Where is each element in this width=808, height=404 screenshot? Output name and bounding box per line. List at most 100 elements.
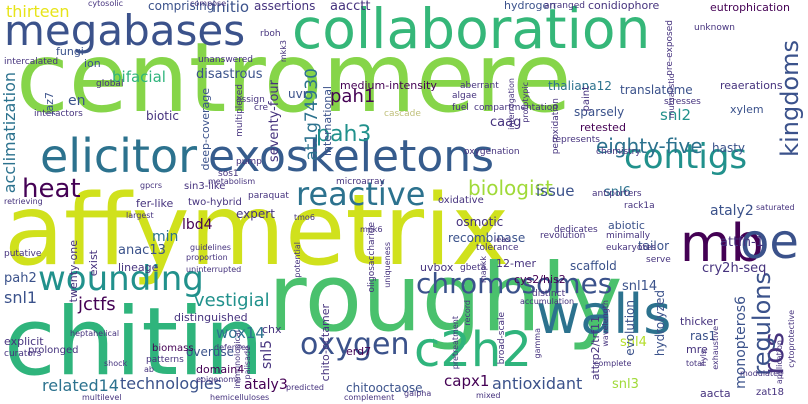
word-vestigial: vestigial [194, 290, 270, 311]
word-uninterrupted: uninterrupted [186, 265, 242, 274]
word-pah1: pah1 [330, 86, 376, 107]
word-guidelines: guidelines [190, 243, 231, 252]
word-record: record [463, 300, 472, 326]
word-ab: ab [144, 365, 154, 374]
word-chromosomes: chromosomes [416, 267, 613, 300]
word-multiplexed: multiplexed [235, 84, 245, 137]
word-peroxidation: peroxidation [551, 98, 561, 155]
word-gamma: gamma [533, 328, 542, 359]
word-cytosolic: cytosolic [88, 0, 124, 8]
word-pah3: pah3 [316, 122, 372, 147]
word-12-mer: 12-mer [496, 257, 536, 270]
word-epigenome: epigenome [196, 375, 241, 384]
word-interactors: interactors [34, 109, 83, 119]
word-accumulation: accumulation [520, 297, 575, 306]
word-aacta: aacta [700, 387, 731, 400]
word-biomass: biomass [152, 343, 194, 354]
word-gpcrs: gpcrs [140, 181, 163, 190]
word-oxidative: oxidative [438, 195, 484, 206]
word-twenty-one: twenty-one [67, 240, 80, 303]
word-assertions: assertions [254, 0, 316, 13]
word-ataly3: ataly3 [244, 377, 288, 393]
word-heptahelical: heptahelical [70, 329, 120, 338]
word-collaboration: collaboration [292, 0, 651, 61]
word-hemicelluloses: hemicelluloses [210, 393, 270, 402]
word-immunological: immunological [233, 330, 242, 389]
word-chito-octamer: chito-octamer [319, 304, 332, 382]
word-predicted: predicted [286, 383, 324, 392]
word-dedicates: dedicates [554, 225, 598, 235]
word-oxygen: oxygen [300, 327, 410, 362]
word-medium-intensity: medium-intensity [340, 79, 437, 92]
word-hasty: hasty [712, 141, 746, 155]
word-snl3: snl3 [612, 377, 639, 392]
word-cascade: cascade [384, 109, 421, 119]
word-uniqueness: uniqueness [383, 242, 392, 288]
word-rboh: rboh [260, 29, 281, 39]
word-disastrous: disastrous [196, 67, 263, 82]
word-cytoprotective: cytoprotective [787, 310, 796, 368]
word-pretreatment: pretreatment [451, 316, 460, 370]
word-bifacial: bifacial [112, 68, 166, 86]
word-contigs: contigs [624, 137, 748, 177]
word-mre: mre [686, 343, 708, 356]
word-total: total [686, 359, 705, 368]
word-chitooctaose: chitooctaose [346, 381, 423, 395]
word-explicit: explicit [4, 335, 44, 348]
word-potential: potential [293, 242, 302, 278]
word-interrogation: interrogation [507, 78, 516, 130]
word-thaliana12: thaliana12 [548, 79, 612, 93]
word-ras1: ras1 [690, 329, 717, 343]
word-exoskeletons: exoskeletons [208, 131, 495, 182]
word-regulons: regulons [748, 272, 776, 376]
word-related14: related14 [42, 376, 119, 395]
word-centromere: centromere [16, 22, 572, 134]
word-minimally: minimally [606, 231, 651, 241]
word-wox14: wox14 [216, 324, 265, 342]
word-cys2-his2: cys2/his2 [514, 273, 566, 286]
word-heat: heat [22, 174, 81, 204]
word-aacctt: aacctt [330, 0, 371, 14]
word-serve: serve [646, 255, 671, 265]
word-erd7: erd7 [346, 345, 372, 358]
word-ataly2: ataly2 [710, 203, 754, 219]
word-defenses: defenses [214, 343, 251, 352]
word-paraquat: paraquat [248, 191, 289, 201]
word-affymetrix: affymetrix [4, 174, 510, 288]
word-global: global [96, 79, 124, 89]
word-tolerance: tolerance [476, 243, 519, 253]
word-min: min [152, 229, 179, 245]
word-c2h2: c2h2 [414, 322, 532, 378]
word-assign: assign [236, 95, 265, 105]
word-osmotic: osmotic [456, 215, 504, 229]
word-largest: largest [126, 211, 154, 220]
word-attrp2-trf11: attrp2/trf11 [589, 316, 602, 381]
word-megabases: megabases [4, 6, 246, 55]
word-unknown: unknown [694, 23, 735, 33]
word-en: en [68, 93, 86, 109]
word-mapkk: mapkk [479, 256, 488, 284]
word-oligosaccharide: oligosaccharide [367, 222, 377, 293]
word-technologies: technologies [120, 374, 222, 393]
word-cry2h-seq: cry2h-seq [702, 261, 767, 276]
word-lbd4: lbd4 [182, 217, 213, 233]
word-mb: mb [680, 214, 764, 274]
word-mutualistic: mutualistic [667, 74, 676, 119]
word-international: international [321, 86, 334, 157]
word-deep-coverage: deep-coverage [199, 88, 212, 171]
word-chemistry: chemistry [596, 147, 641, 157]
word-complement: complement [344, 393, 395, 402]
word-biologist: biologist [468, 176, 553, 200]
word-eukaryotes: eukaryotes [606, 243, 657, 253]
word-snl6: snl6 [604, 185, 631, 200]
word-pah2: pah2 [4, 271, 37, 286]
word-snl1: snl1 [4, 288, 38, 307]
word-broad-scale: broad-scale [497, 312, 507, 365]
word-leas: leas [494, 235, 511, 244]
word-saturated: saturated [756, 203, 795, 212]
word-represents: represents [552, 135, 600, 145]
word-pump: pump [236, 157, 262, 167]
word-rack1a: rack1a [624, 201, 655, 211]
word-reaerations: reaerations [720, 79, 783, 92]
